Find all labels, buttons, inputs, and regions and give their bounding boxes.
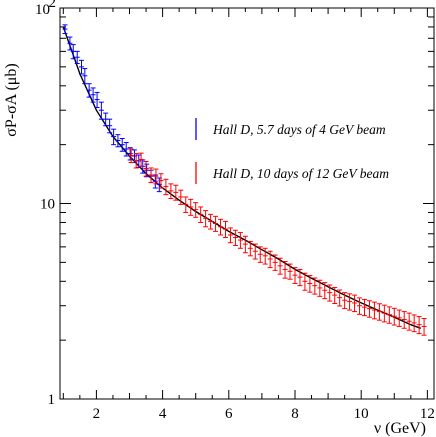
- data-point-12gev: [267, 250, 273, 269]
- data-point-12gev: [386, 306, 392, 324]
- data-point-12gev: [347, 293, 353, 311]
- data-point-12gev: [257, 246, 263, 263]
- data-point-12gev: [213, 215, 219, 232]
- data-point-12gev: [203, 210, 209, 228]
- data-point-12gev: [272, 254, 278, 271]
- y-tick-label: 1: [48, 392, 56, 408]
- data-point-4gev: [94, 91, 100, 108]
- data-point-12gev: [148, 167, 154, 184]
- y-tick-label: 10: [40, 197, 55, 213]
- data-point-4gev: [62, 24, 68, 35]
- data-point-12gev: [302, 272, 308, 291]
- data-point-4gev: [103, 112, 109, 127]
- data-point-12gev: [337, 289, 343, 307]
- y-tick-label-exponent: 2: [49, 0, 57, 11]
- data-point-12gev: [342, 292, 348, 310]
- data-point-12gev: [227, 227, 233, 244]
- data-point-12gev: [218, 218, 224, 236]
- data-point-12gev: [188, 198, 194, 216]
- data-point-12gev: [173, 184, 179, 201]
- data-point-12gev: [312, 277, 318, 295]
- data-point-12gev: [277, 257, 283, 275]
- data-point-12gev: [361, 298, 367, 317]
- data-point-12gev: [357, 297, 363, 315]
- data-point-4gev: [90, 87, 96, 103]
- x-tick-label: 4: [159, 406, 167, 422]
- legend-label: Hall D, 10 days of 12 GeV beam: [212, 166, 389, 181]
- data-point-12gev: [133, 153, 139, 169]
- data-point-12gev: [158, 173, 164, 189]
- data-point-4gev: [152, 174, 158, 189]
- data-point-12gev: [352, 294, 358, 313]
- data-point-4gev: [111, 128, 117, 146]
- data-point-12gev: [416, 316, 422, 335]
- x-tick-label: 6: [225, 406, 233, 422]
- data-point-4gev: [86, 83, 92, 98]
- data-point-12gev: [401, 311, 407, 329]
- data-point-12gev: [322, 282, 328, 300]
- data-point-4gev: [119, 138, 125, 152]
- data-point-12gev: [237, 232, 243, 249]
- y-tick-label: 10: [35, 2, 50, 18]
- data-point-12gev: [376, 303, 382, 321]
- data-point-12gev: [287, 263, 293, 280]
- data-points: [62, 24, 427, 336]
- data-point-12gev: [183, 196, 189, 213]
- data-point-12gev: [282, 261, 288, 279]
- data-point-4gev: [82, 68, 88, 85]
- data-point-12gev: [262, 247, 268, 265]
- data-point-12gev: [421, 318, 427, 336]
- axis-ticks: [60, 7, 434, 400]
- data-point-12gev: [193, 202, 199, 218]
- data-point-12gev: [168, 183, 174, 200]
- data-point-12gev: [252, 243, 258, 260]
- data-point-12gev: [381, 304, 387, 323]
- data-point-4gev: [98, 101, 104, 120]
- data-point-12gev: [411, 314, 417, 333]
- data-point-12gev: [198, 206, 204, 223]
- data-point-12gev: [371, 301, 377, 320]
- data-point-12gev: [307, 275, 313, 293]
- data-point-12gev: [232, 229, 238, 246]
- data-point-4gev: [79, 59, 85, 75]
- data-point-4gev: [74, 50, 80, 65]
- data-point-12gev: [332, 286, 338, 304]
- data-point-12gev: [128, 148, 134, 164]
- data-point-12gev: [178, 189, 184, 205]
- x-tick-label: 10: [354, 406, 369, 422]
- data-point-12gev: [317, 279, 323, 297]
- data-point-12gev: [242, 235, 248, 254]
- data-point-4gev: [127, 147, 133, 161]
- data-point-12gev: [297, 268, 303, 287]
- data-point-4gev: [107, 118, 113, 134]
- legend: Hall D, 5.7 days of 4 GeV beam Hall D, 10…: [195, 118, 389, 184]
- data-point-12gev: [163, 178, 169, 196]
- data-point-12gev: [396, 309, 402, 327]
- data-point-4gev: [123, 142, 129, 157]
- data-point-12gev: [138, 152, 144, 167]
- data-point-4gev: [144, 163, 150, 178]
- x-tick-label: 2: [93, 406, 101, 422]
- plot-frame: [59, 7, 435, 400]
- data-point-4gev: [136, 154, 142, 168]
- data-point-12gev: [143, 160, 149, 177]
- data-point-12gev: [391, 307, 397, 326]
- data-point-4gev: [67, 36, 73, 51]
- data-point-12gev: [222, 220, 228, 239]
- x-tick-label: 8: [291, 406, 299, 422]
- data-point-12gev: [247, 240, 253, 257]
- y-axis-title: σP-σA (μb): [3, 63, 20, 136]
- x-tick-label: 12: [420, 406, 435, 422]
- data-point-12gev: [366, 300, 372, 318]
- data-point-12gev: [208, 213, 214, 230]
- data-point-12gev: [153, 168, 159, 185]
- data-point-4gev: [115, 134, 121, 148]
- data-point-12gev: [406, 312, 412, 331]
- x-axis-title: ν (GeV): [374, 420, 426, 437]
- data-point-12gev: [327, 284, 333, 302]
- data-point-12gev: [292, 267, 298, 284]
- legend-label: Hall D, 5.7 days of 4 GeV beam: [212, 122, 386, 137]
